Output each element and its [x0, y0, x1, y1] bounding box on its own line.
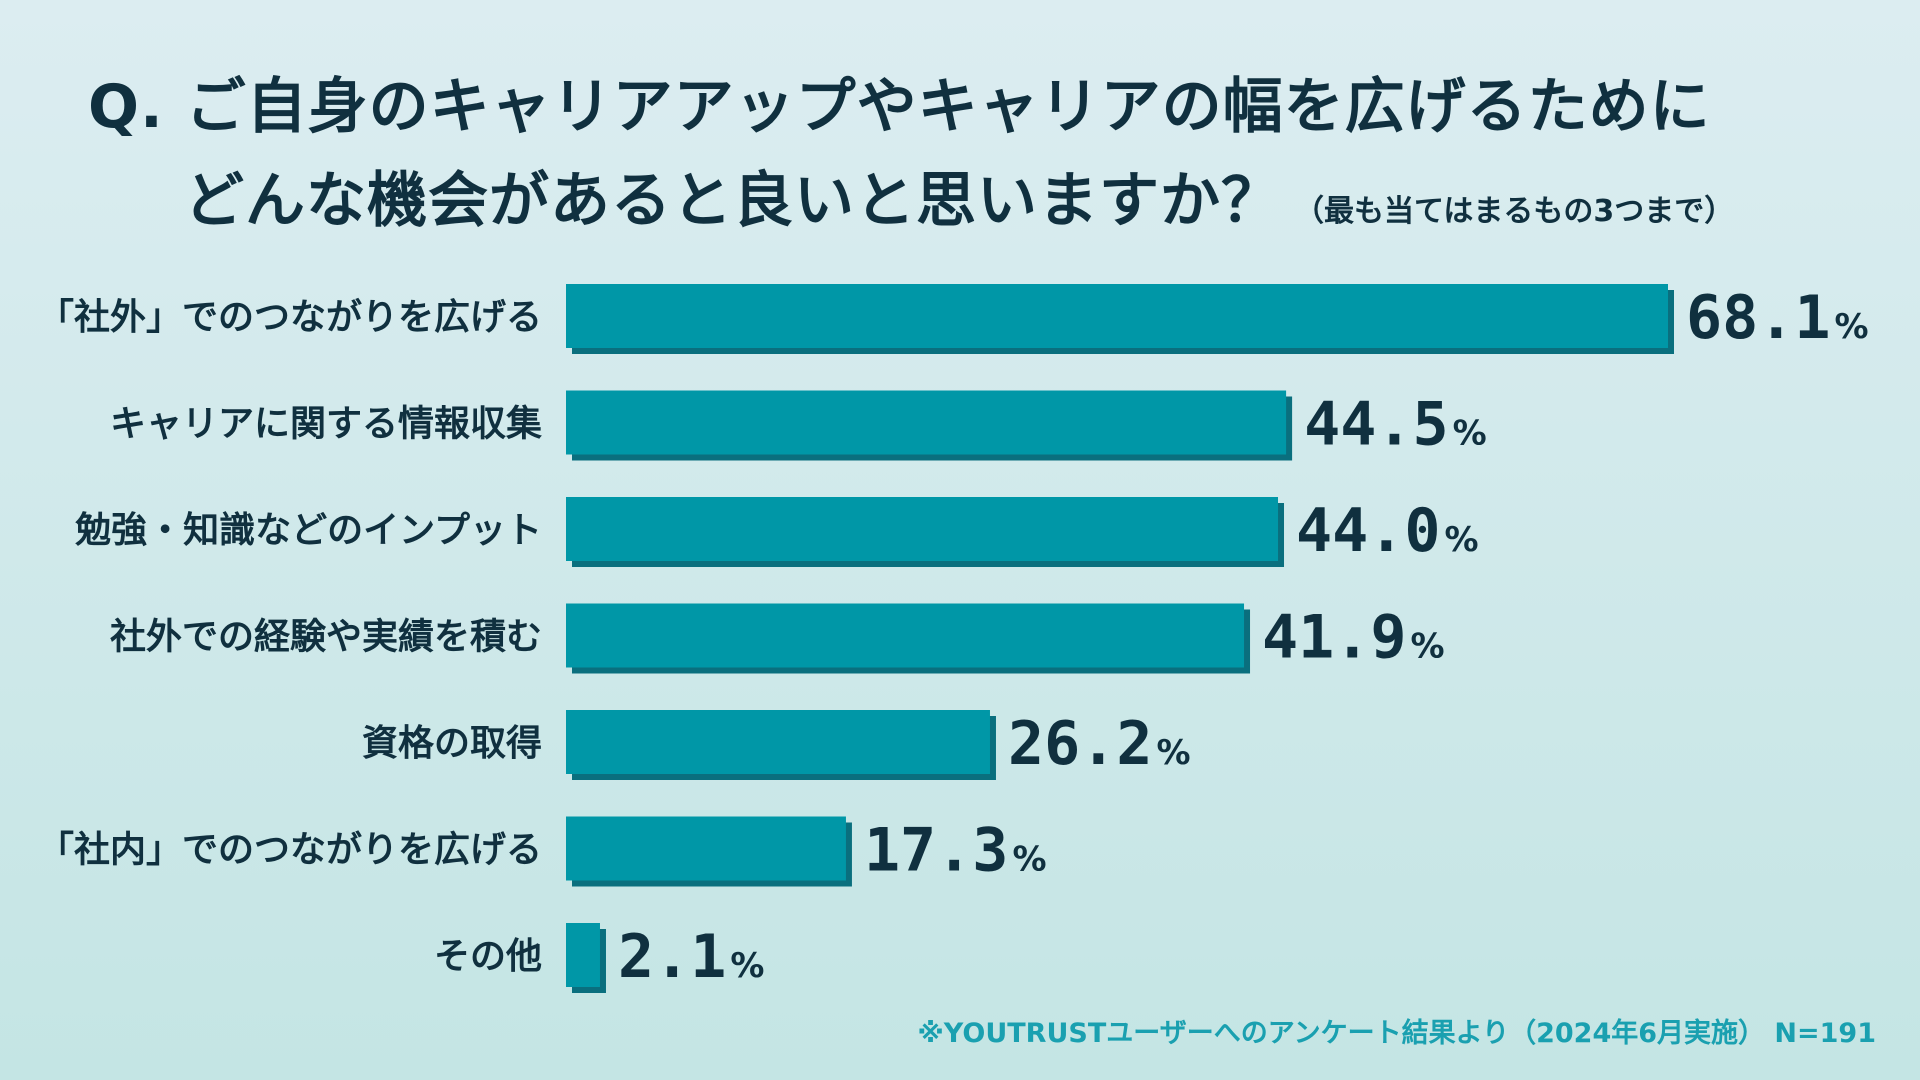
title-note: （最も当てはまるもの3つまで）	[1294, 194, 1735, 229]
bar	[566, 603, 1245, 668]
value-label: 17.3%	[864, 816, 1047, 886]
title-line-1: Q. ご自身のキャリアアップやキャリアの幅を広げるために	[88, 72, 1711, 142]
bar	[566, 923, 600, 987]
bar-group: 資格の取得 26.2%	[362, 709, 1191, 780]
value-number: 2.1	[618, 922, 726, 992]
value-number: 44.0	[1296, 496, 1441, 566]
value-label: 44.0%	[1296, 496, 1479, 566]
value-number: 68.1	[1686, 283, 1831, 353]
bar	[566, 816, 846, 881]
bar	[566, 284, 1668, 348]
bar	[566, 497, 1279, 561]
value-label: 26.2%	[1008, 709, 1191, 779]
category-label: 勉強・知識などのインプット	[75, 510, 542, 551]
value-unit: %	[1156, 733, 1190, 773]
bar	[566, 710, 990, 774]
bar-group: 「社外」でのつながりを広げる 68.1%	[38, 283, 1869, 354]
chart-title: Q. ご自身のキャリアアップやキャリアの幅を広げるために どんな機会があると良い…	[0, 0, 1920, 236]
value-label: 2.1%	[618, 922, 764, 992]
category-label: 社外での経験や実績を積む	[110, 617, 542, 658]
category-label: 「社内」でのつながりを広げる	[38, 830, 542, 871]
value-number: 26.2	[1008, 709, 1153, 779]
bar	[566, 390, 1287, 455]
category-label: 「社外」でのつながりを広げる	[38, 297, 542, 338]
category-label: 資格の取得	[362, 723, 542, 764]
category-label: キャリアに関する情報収集	[110, 404, 542, 445]
value-number: 17.3	[864, 816, 1009, 886]
category-label: その他	[434, 936, 542, 977]
value-unit: %	[730, 946, 764, 986]
bar-group: 勉強・知識などのインプット 44.0%	[75, 496, 1479, 567]
value-unit: %	[1012, 840, 1046, 880]
value-unit: %	[1445, 520, 1479, 560]
title-line-2-text: どんな機会があると良いと思いますか？	[184, 166, 1282, 236]
value-unit: %	[1411, 627, 1445, 667]
value-unit: %	[1835, 307, 1869, 347]
bar-group: 「社内」でのつながりを広げる 17.3%	[38, 816, 1047, 887]
value-label: 68.1%	[1686, 283, 1869, 353]
bar-group: その他 2.1%	[434, 922, 764, 993]
value-number: 44.5	[1304, 390, 1449, 460]
bar-group: 社外での経験や実績を積む 41.9%	[110, 603, 1445, 674]
value-label: 41.9%	[1262, 603, 1445, 673]
footnote: ※YOUTRUSTユーザーへのアンケート結果より（2024年6月実施） N=19…	[917, 1018, 1876, 1049]
title-line-2: どんな機会があると良いと思いますか？ （最も当てはまるもの3つまで）	[184, 152, 1734, 239]
bar-group: キャリアに関する情報収集 44.5%	[110, 390, 1487, 461]
value-unit: %	[1453, 414, 1487, 454]
value-number: 41.9	[1262, 603, 1407, 673]
value-label: 44.5%	[1304, 390, 1487, 460]
